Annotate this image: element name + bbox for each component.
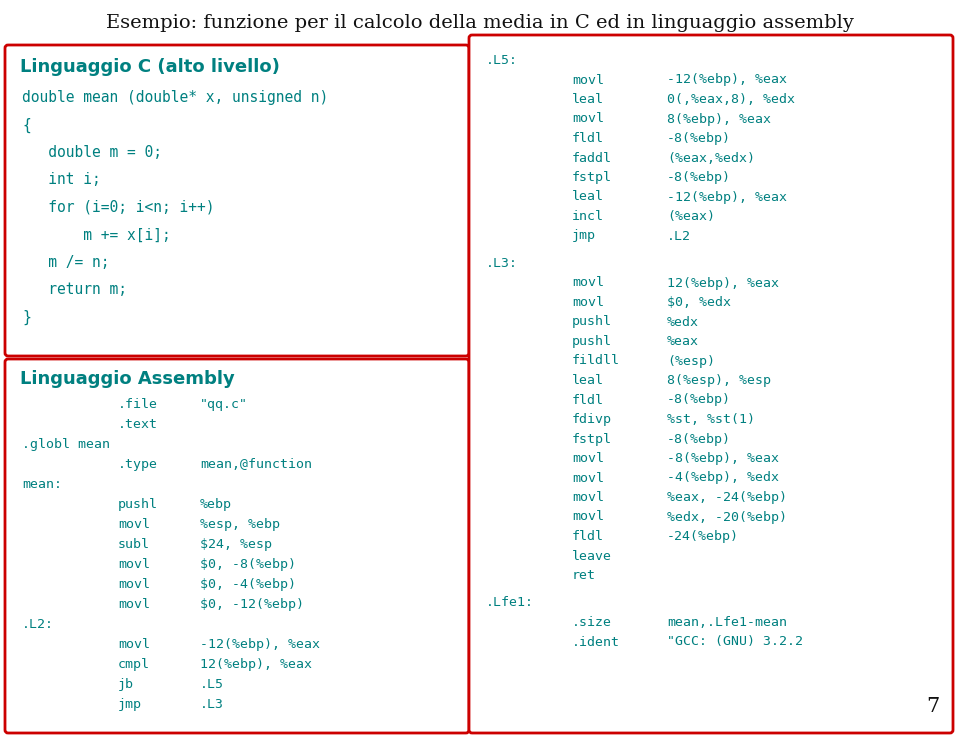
Text: double mean (double* x, unsigned n): double mean (double* x, unsigned n): [22, 90, 328, 105]
Text: -24(%ebp): -24(%ebp): [667, 530, 739, 543]
Text: m /= n;: m /= n;: [22, 255, 109, 270]
Text: movl: movl: [572, 472, 604, 485]
Text: "GCC: (GNU) 3.2.2: "GCC: (GNU) 3.2.2: [667, 635, 803, 649]
Text: mean,@function: mean,@function: [200, 458, 312, 471]
Text: return m;: return m;: [22, 283, 127, 297]
Text: .file: .file: [118, 398, 158, 411]
Text: "qq.c": "qq.c": [200, 398, 248, 411]
Text: movl: movl: [572, 491, 604, 504]
Text: $0, -4(%ebp): $0, -4(%ebp): [200, 578, 296, 591]
Text: movl: movl: [118, 558, 150, 571]
Text: %eax, -24(%ebp): %eax, -24(%ebp): [667, 491, 787, 504]
Text: $0, -8(%ebp): $0, -8(%ebp): [200, 558, 296, 571]
Text: pushl: pushl: [572, 335, 612, 348]
Text: mean,.Lfe1-mean: mean,.Lfe1-mean: [667, 616, 787, 629]
Text: jmp: jmp: [572, 230, 596, 243]
Text: 12(%ebp), %eax: 12(%ebp), %eax: [667, 277, 779, 289]
Text: movl: movl: [572, 74, 604, 86]
Text: movl: movl: [572, 277, 604, 289]
Text: movl: movl: [118, 598, 150, 611]
Text: subl: subl: [118, 538, 150, 551]
Text: (%eax,%edx): (%eax,%edx): [667, 151, 755, 165]
Text: Esempio: funzione per il calcolo della media in C ed in linguaggio assembly: Esempio: funzione per il calcolo della m…: [106, 14, 854, 32]
Text: fldl: fldl: [572, 530, 604, 543]
Text: 12(%ebp), %eax: 12(%ebp), %eax: [200, 658, 312, 671]
Text: .text: .text: [118, 418, 158, 431]
Text: .L3: .L3: [200, 698, 224, 711]
Text: %edx, -20(%ebp): %edx, -20(%ebp): [667, 511, 787, 523]
Text: leave: leave: [572, 550, 612, 562]
Text: .size: .size: [572, 616, 612, 629]
Text: movl: movl: [118, 518, 150, 531]
Text: .L3:: .L3:: [486, 257, 518, 270]
Text: for (i=0; i<n; i++): for (i=0; i<n; i++): [22, 200, 214, 215]
Text: double m = 0;: double m = 0;: [22, 145, 162, 160]
Text: $24, %esp: $24, %esp: [200, 538, 272, 551]
Text: (%eax): (%eax): [667, 210, 715, 223]
Text: movl: movl: [572, 452, 604, 465]
Text: incl: incl: [572, 210, 604, 223]
Text: -12(%ebp), %eax: -12(%ebp), %eax: [667, 74, 787, 86]
Text: 8(%esp), %esp: 8(%esp), %esp: [667, 374, 771, 387]
FancyBboxPatch shape: [469, 35, 953, 733]
Text: Linguaggio Assembly: Linguaggio Assembly: [20, 370, 235, 388]
Text: -8(%ebp), %eax: -8(%ebp), %eax: [667, 452, 779, 465]
Text: .globl mean: .globl mean: [22, 438, 110, 451]
Text: .L2:: .L2:: [22, 618, 54, 631]
Text: .L5:: .L5:: [486, 54, 518, 67]
Text: Linguaggio C (alto livello): Linguaggio C (alto livello): [20, 58, 280, 76]
Text: -8(%ebp): -8(%ebp): [667, 171, 731, 184]
Text: %st, %st(1): %st, %st(1): [667, 413, 755, 426]
Text: fstpl: fstpl: [572, 171, 612, 184]
Text: .type: .type: [118, 458, 158, 471]
Text: movl: movl: [118, 578, 150, 591]
Text: fstpl: fstpl: [572, 432, 612, 446]
FancyBboxPatch shape: [5, 359, 469, 733]
Text: fdivp: fdivp: [572, 413, 612, 426]
Text: {: {: [22, 117, 31, 133]
Text: pushl: pushl: [118, 498, 158, 511]
Text: .L2: .L2: [667, 230, 691, 243]
Text: .ident: .ident: [572, 635, 620, 649]
Text: fldl: fldl: [572, 393, 604, 407]
Text: pushl: pushl: [572, 316, 612, 328]
Text: (%esp): (%esp): [667, 354, 715, 368]
Text: }: }: [22, 310, 31, 325]
Text: $0, %edx: $0, %edx: [667, 296, 731, 309]
Text: movl: movl: [572, 511, 604, 523]
Text: movl: movl: [118, 638, 150, 651]
Text: jmp: jmp: [118, 698, 142, 711]
FancyBboxPatch shape: [5, 45, 469, 356]
Text: 0(,%eax,8), %edx: 0(,%eax,8), %edx: [667, 93, 795, 106]
Text: -8(%ebp): -8(%ebp): [667, 132, 731, 145]
Text: $0, -12(%ebp): $0, -12(%ebp): [200, 598, 304, 611]
Text: leal: leal: [572, 374, 604, 387]
Text: 7: 7: [926, 697, 940, 716]
Text: jb: jb: [118, 678, 134, 691]
Text: faddl: faddl: [572, 151, 612, 165]
Text: %eax: %eax: [667, 335, 699, 348]
Text: cmpl: cmpl: [118, 658, 150, 671]
Text: int i;: int i;: [22, 173, 101, 187]
Text: .Lfe1:: .Lfe1:: [486, 596, 534, 610]
Text: %ebp: %ebp: [200, 498, 232, 511]
Text: .L5: .L5: [200, 678, 224, 691]
Text: movl: movl: [572, 296, 604, 309]
Text: %edx: %edx: [667, 316, 699, 328]
Text: movl: movl: [572, 112, 604, 125]
Text: mean:: mean:: [22, 478, 62, 491]
Text: leal: leal: [572, 93, 604, 106]
Text: -8(%ebp): -8(%ebp): [667, 432, 731, 446]
Text: -12(%ebp), %eax: -12(%ebp), %eax: [667, 190, 787, 204]
Text: -8(%ebp): -8(%ebp): [667, 393, 731, 407]
Text: %esp, %ebp: %esp, %ebp: [200, 518, 280, 531]
Text: ret: ret: [572, 569, 596, 582]
Text: fldl: fldl: [572, 132, 604, 145]
Text: fildll: fildll: [572, 354, 620, 368]
Text: m += x[i];: m += x[i];: [22, 227, 171, 243]
Text: leal: leal: [572, 190, 604, 204]
Text: -12(%ebp), %eax: -12(%ebp), %eax: [200, 638, 320, 651]
Text: -4(%ebp), %edx: -4(%ebp), %edx: [667, 472, 779, 485]
Text: 8(%ebp), %eax: 8(%ebp), %eax: [667, 112, 771, 125]
